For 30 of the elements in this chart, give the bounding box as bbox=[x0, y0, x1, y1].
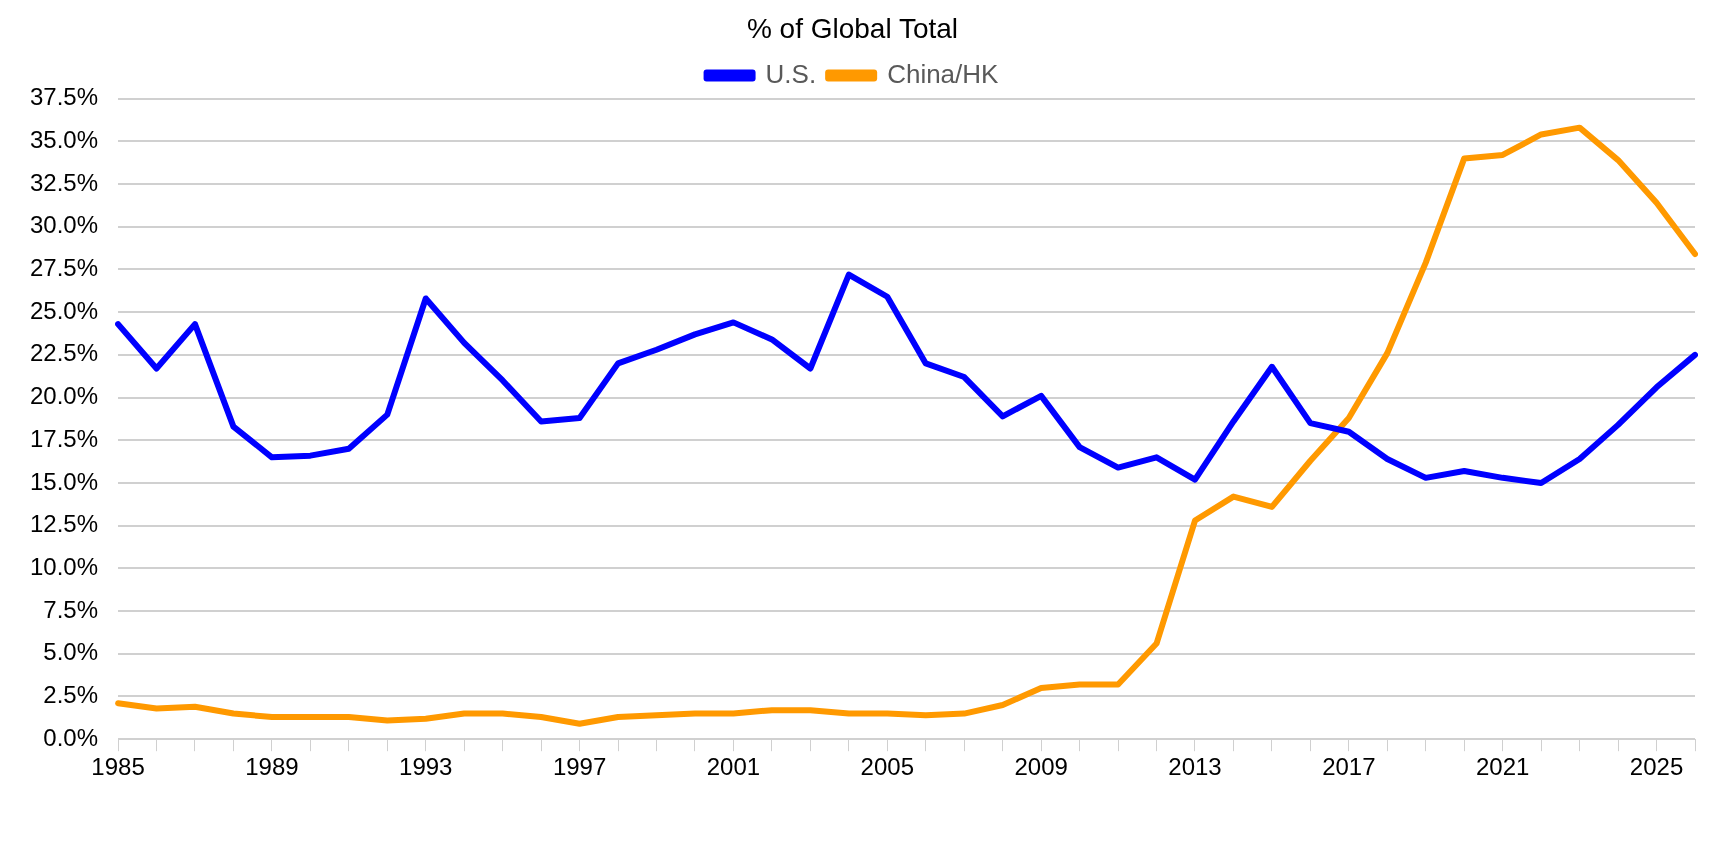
y-tick-label: 17.5% bbox=[29, 424, 99, 452]
y-tick-label: 20.0% bbox=[29, 382, 99, 410]
y-tick-label: 0.0% bbox=[43, 723, 99, 751]
y-tick-label: 7.5% bbox=[43, 595, 99, 623]
x-tick-label: 1993 bbox=[399, 753, 453, 781]
x-tick-label: 2021 bbox=[1475, 753, 1530, 781]
y-tick-label: 30.0% bbox=[29, 211, 99, 239]
y-tick-label: 22.5% bbox=[29, 339, 99, 367]
y-tick-label: 32.5% bbox=[29, 168, 99, 196]
x-tick-label: 2005 bbox=[860, 753, 914, 781]
x-tick-label: 2009 bbox=[1014, 753, 1068, 781]
y-tick-label: 10.0% bbox=[29, 553, 99, 580]
x-tick-label: 2001 bbox=[706, 753, 761, 781]
x-tick-label: 1997 bbox=[552, 753, 607, 781]
y-tick-label: 12.5% bbox=[29, 510, 99, 538]
x-tick-label: 2017 bbox=[1322, 753, 1376, 781]
x-tick-label: 1985 bbox=[91, 753, 145, 781]
y-tick-label: 35.0% bbox=[29, 125, 99, 153]
y-tick-label: 25.0% bbox=[29, 296, 99, 324]
y-tick-label: 37.5% bbox=[29, 83, 99, 111]
y-tick-label: 5.0% bbox=[43, 638, 99, 666]
x-tick-label: 2013 bbox=[1168, 753, 1222, 781]
y-tick-label: 15.0% bbox=[29, 467, 99, 495]
legend-label: China/HK bbox=[887, 58, 1000, 89]
legend-label: U.S. bbox=[765, 58, 817, 89]
y-tick-label: 27.5% bbox=[29, 254, 99, 282]
y-tick-label: 2.5% bbox=[43, 681, 99, 709]
x-tick-label: 2025 bbox=[1629, 753, 1684, 781]
chart-title: % of Global Total bbox=[746, 12, 959, 44]
x-tick-label: 1989 bbox=[245, 753, 299, 781]
